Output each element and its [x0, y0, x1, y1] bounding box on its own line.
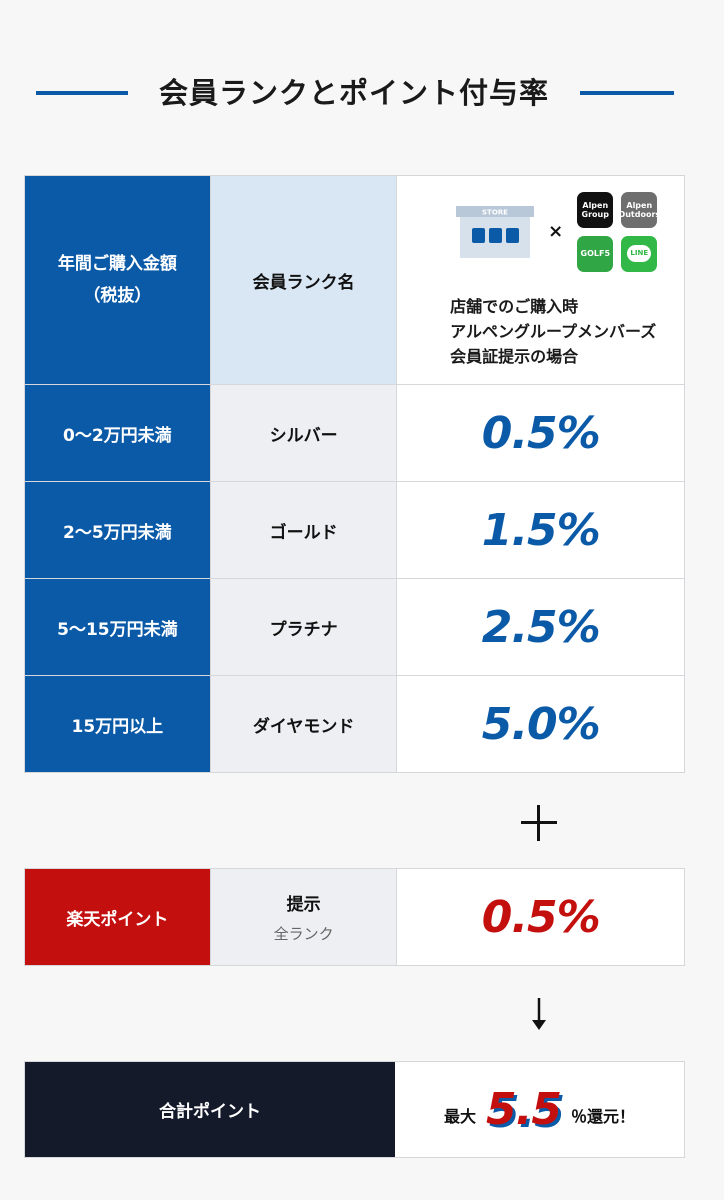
alpen-outdoors-logo: Alpen Outdoors: [618, 191, 660, 228]
rakuten-show: 提示: [286, 895, 321, 915]
rakuten-show-cell: 提示 全ランク: [210, 869, 398, 966]
store-icon: STORE: [456, 205, 535, 258]
table-row: 0〜2万円未満 シルバー 0.5%: [25, 385, 685, 482]
rakuten-table: 楽天ポイント 提示 全ランク 0.5%: [24, 868, 685, 966]
store-label: STORE: [482, 208, 508, 216]
rank-table: 年間ご購入金額 （税抜） 会員ランク名 STORE × Alpen Group: [24, 175, 685, 773]
total-value: 5.5: [486, 1084, 562, 1135]
rank-rate: 5.0%: [481, 698, 601, 750]
golf5-logo: GOLF5: [577, 235, 614, 272]
rank-name: ダイヤモンド: [210, 676, 398, 773]
rakuten-all-ranks: 全ランク: [273, 925, 334, 943]
down-arrow-icon: [532, 998, 546, 1030]
alpen-group-logo: Alpen Group: [577, 191, 614, 228]
line-logo: LINE: [621, 235, 658, 272]
caption-line-3: 会員証提示の場合: [450, 346, 579, 366]
rakuten-label: 楽天ポイント: [25, 869, 211, 966]
page-title: 会員ランクとポイント付与率: [158, 76, 549, 110]
line-logo-text: LINE: [627, 245, 652, 262]
header-annual-amount: 年間ご購入金額 （税抜）: [25, 176, 211, 385]
caption-line-2: アルペングループメンバーズ: [450, 321, 657, 341]
rank-amount: 5〜15万円未満: [25, 579, 211, 676]
rank-amount: 2〜5万円未満: [25, 482, 211, 579]
total-label: 合計ポイント: [25, 1062, 395, 1157]
brand-logos: Alpen Group Alpen Outdoors GOLF5 LINE: [577, 191, 660, 272]
header-store-condition: STORE × Alpen Group Alpen Outdoors GOLF5…: [397, 176, 685, 385]
total-table: 合計ポイント 最大 5.5 ％還元！: [24, 1061, 685, 1158]
rakuten-rate: 0.5%: [481, 891, 601, 943]
table-row: 15万円以上 ダイヤモンド 5.0%: [25, 676, 685, 773]
table-row: 楽天ポイント 提示 全ランク 0.5%: [25, 869, 685, 966]
table-header-row: 年間ご購入金額 （税抜） 会員ランク名 STORE × Alpen Group: [25, 176, 685, 385]
table-row: 5〜15万円未満 プラチナ 2.5%: [25, 579, 685, 676]
store-condition-caption: 店舗でのご購入時 アルペングループメンバーズ 会員証提示の場合: [450, 294, 656, 369]
rank-rate: 2.5%: [481, 601, 601, 653]
section-title: 会員ランクとポイント付与率: [0, 62, 724, 122]
rank-rate: 0.5%: [481, 407, 601, 459]
rank-rate: 1.5%: [481, 504, 601, 556]
rank-amount: 0〜2万円未満: [25, 385, 211, 482]
table-row: 2〜5万円未満 ゴールド 1.5%: [25, 482, 685, 579]
caption-line-1: 店舗でのご購入時: [450, 296, 579, 316]
rank-name: シルバー: [210, 385, 398, 482]
total-suffix: ％還元！: [570, 1106, 635, 1126]
rank-name: プラチナ: [210, 579, 398, 676]
plus-icon: [519, 802, 559, 842]
total-prefix: 最大: [444, 1106, 477, 1126]
rank-name: ゴールド: [210, 482, 398, 579]
rank-amount: 15万円以上: [25, 676, 211, 773]
title-line-right: [580, 91, 674, 95]
header-rank-name: 会員ランク名: [210, 176, 398, 385]
times-sign: ×: [548, 221, 564, 242]
title-line-left: [36, 91, 128, 95]
total-value-cell: 最大 5.5 ％還元！: [395, 1062, 684, 1157]
